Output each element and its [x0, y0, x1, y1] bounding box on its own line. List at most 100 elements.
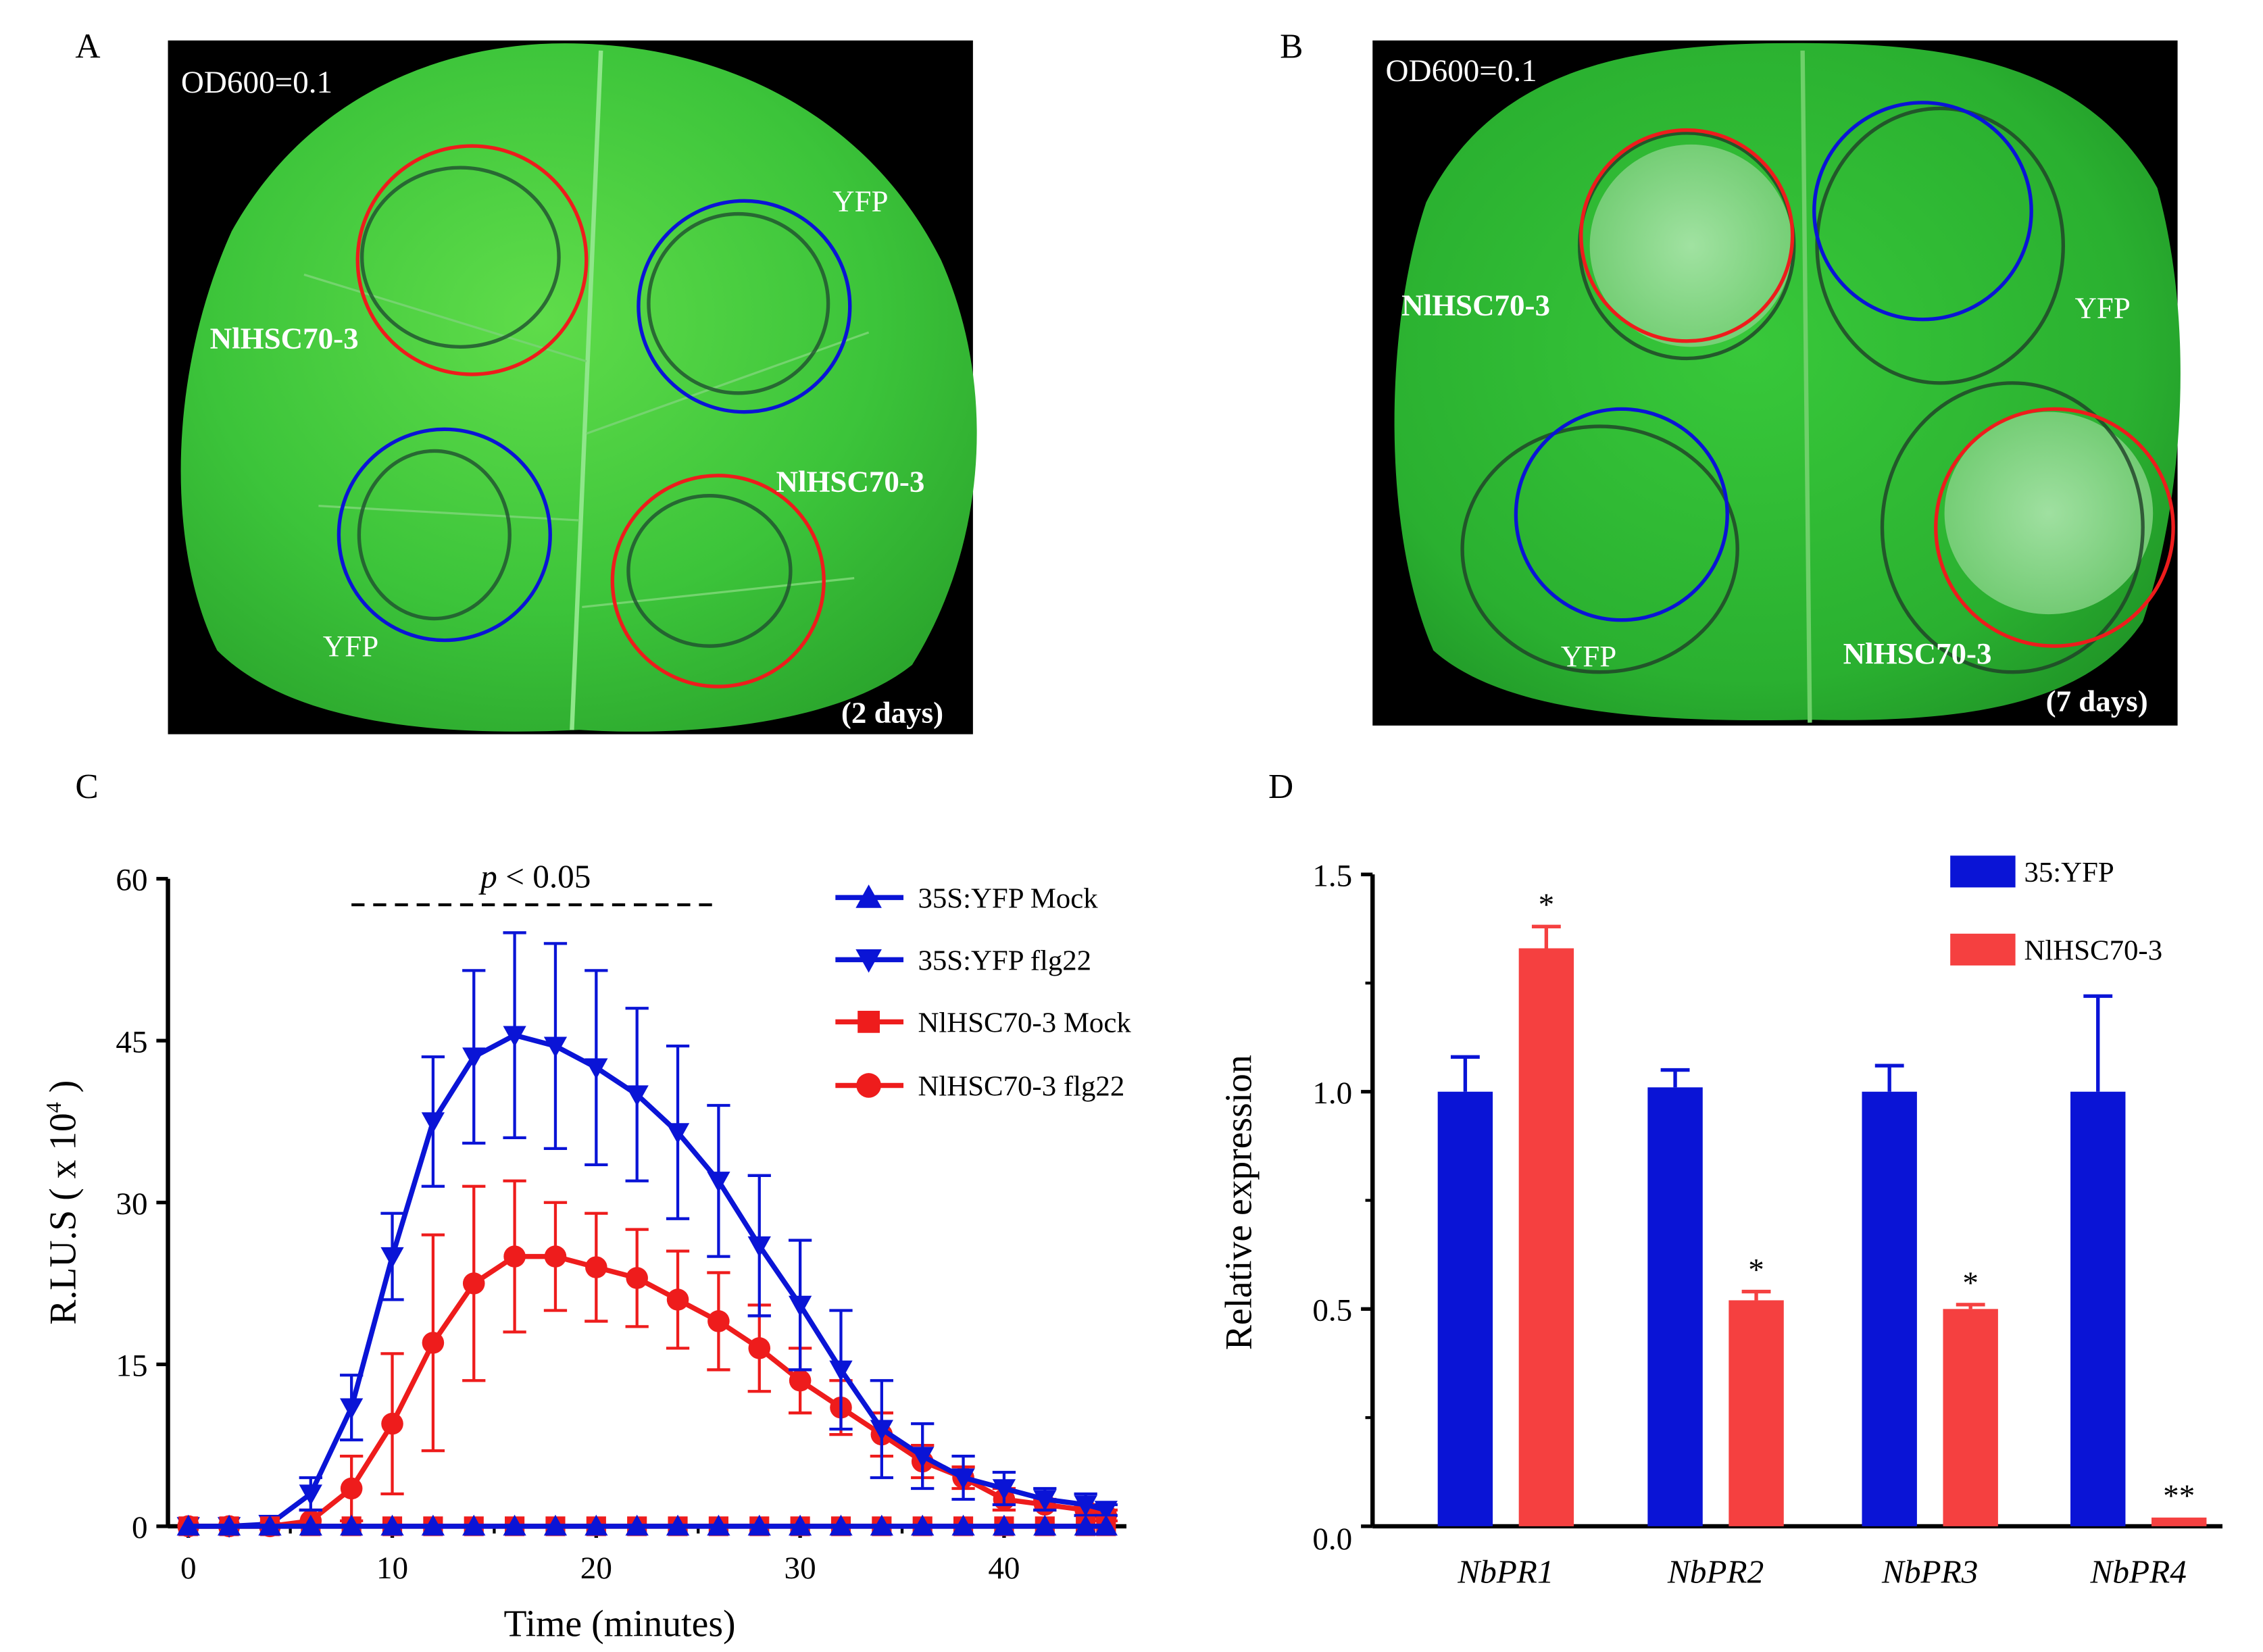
label-top-right: YFP: [832, 184, 889, 218]
label-top-left: NlHSC70-3: [210, 322, 359, 355]
y-tick-label: 15: [116, 1348, 147, 1383]
marker-triangle-up: [380, 1514, 404, 1536]
marker-circle: [626, 1267, 648, 1289]
circle-blue-bottom-left: [337, 427, 552, 643]
marker-triangle-up: [543, 1514, 568, 1536]
significance-mark: *: [1962, 1266, 1979, 1301]
marker-triangle-up: [855, 884, 882, 908]
marker-triangle-up: [707, 1514, 730, 1536]
label-bottom-right: NlHSC70-3: [1843, 636, 1992, 670]
marker-square: [857, 1010, 880, 1033]
marker-circle: [748, 1337, 771, 1359]
marker-triangle-down: [340, 1398, 364, 1420]
marker-circle: [544, 1245, 567, 1268]
y-tick-label: 30: [116, 1186, 147, 1222]
legend-swatch: [1950, 933, 2016, 966]
ink-mark: [1815, 106, 2065, 385]
bar-NbPR1-0: [1437, 1091, 1493, 1526]
od-label: OD600=0.1: [181, 65, 332, 100]
x-tick-label: 40: [988, 1551, 1020, 1586]
label-bottom-left: YFP: [323, 629, 379, 663]
marker-triangle-up: [1033, 1514, 1057, 1536]
marker-triangle-down: [992, 1479, 1016, 1501]
chart-d-legend: 35:YFP NlHSC70-3: [1950, 855, 2162, 966]
marker-triangle-up: [176, 1514, 200, 1536]
marker-triangle-up: [340, 1514, 364, 1536]
marker-triangle-down: [585, 1058, 608, 1080]
legend-label: 35S:YFP flg22: [918, 945, 1091, 976]
legend-label: 35S:YFP Mock: [918, 882, 1098, 914]
marker-triangle-down: [1094, 1501, 1118, 1522]
days-label: (2 days): [841, 696, 943, 730]
x-tick-label: 10: [376, 1551, 408, 1586]
marker-triangle-up: [299, 1514, 322, 1536]
ink-mark: [626, 494, 793, 648]
category-label: NbPR3: [1881, 1553, 1978, 1590]
x-tick-label: 0: [180, 1551, 197, 1586]
marker-triangle-up: [829, 1514, 853, 1536]
infiltration-marks: [1460, 106, 2145, 674]
marker-triangle-down: [1074, 1495, 1097, 1517]
marker-triangle-up: [462, 1514, 486, 1536]
panel-b-photo: OD600=0.1 NlHSC70-3 YFP YFP NlHSC70-3 (7…: [1372, 40, 2181, 726]
panel-d-bar-chart: Relative expression 35:YFP NlHSC70-3 0.0 0…: [1218, 855, 2223, 1590]
chart-c-legend: 35S:YFP Mock 35S:YFP flg22 NlHSC70-3 Mock N…: [835, 882, 1131, 1102]
category-label: NbPR4: [2090, 1553, 2187, 1590]
leaf-midrib: [1800, 50, 1812, 723]
od-label: OD600=0.1: [1386, 53, 1537, 89]
panel-label-b: B: [1280, 28, 1303, 66]
ink-mark: [647, 211, 830, 395]
marker-circle: [707, 1310, 730, 1332]
marker-circle: [856, 1073, 881, 1098]
label-top-right: YFP: [2074, 291, 2131, 325]
marker-triangle-down: [747, 1236, 771, 1257]
marker-circle: [340, 1477, 363, 1500]
marker-triangle-down: [855, 949, 882, 973]
leaf-shape: [180, 43, 977, 732]
circle-blue-bottom-left: [1514, 407, 1729, 622]
marker-circle: [381, 1412, 403, 1435]
y-tick-label: 0.0: [1312, 1522, 1352, 1557]
circle-red-bottom-right: [610, 474, 826, 689]
marker-triangle-down: [625, 1085, 649, 1107]
x-tick-label: 30: [785, 1551, 816, 1586]
legend-label: NlHSC70-3 flg22: [918, 1070, 1124, 1102]
series-0: [176, 1514, 1118, 1536]
panel-c-line-chart: R.LU.S ( x 104 ) Time (minutes) p < 0.05…: [41, 857, 1131, 1645]
marker-circle: [666, 1288, 689, 1311]
series-line: [188, 1032, 1107, 1529]
marker-circle: [503, 1245, 526, 1268]
bar-NbPR4-1: [2152, 1518, 2207, 1526]
marker-triangle-down: [951, 1468, 975, 1490]
chart-c-xlabel: Time (minutes): [504, 1603, 736, 1645]
legend-label: NlHSC70-3: [2024, 934, 2162, 966]
y-tick-label: 1.0: [1312, 1076, 1352, 1111]
circle-red-top-left: [355, 144, 589, 376]
p-value-annotation: p < 0.05: [478, 857, 591, 895]
necrotic-area: [1589, 144, 1793, 347]
circle-blue-top-right: [1812, 101, 2033, 322]
marker-triangle-down: [503, 1026, 526, 1047]
significance-mark: **: [2163, 1478, 2195, 1513]
circle-red-top-left: [1579, 128, 1795, 343]
ink-mark: [357, 449, 512, 621]
marker-triangle-up: [788, 1514, 812, 1536]
marker-triangle-up: [585, 1514, 608, 1536]
significance-mark: *: [1748, 1253, 1764, 1288]
marker-circle: [789, 1370, 812, 1392]
panel-label-a: A: [75, 28, 100, 66]
marker-triangle-down: [421, 1112, 445, 1134]
label-top-left: NlHSC70-3: [1401, 288, 1550, 322]
marker-triangle-up: [258, 1514, 282, 1536]
circle-blue-top-right: [637, 199, 852, 414]
infiltration-marks: [357, 166, 830, 648]
y-tick-label: 45: [116, 1024, 147, 1059]
marker-triangle-down: [829, 1360, 853, 1382]
y-tick-label: 1.5: [1312, 858, 1352, 893]
marker-triangle-up: [951, 1514, 975, 1536]
x-tick-label: 20: [580, 1551, 612, 1586]
category-label: NbPR1: [1457, 1553, 1553, 1590]
y-tick-label: 0.5: [1312, 1293, 1352, 1328]
days-label: (7 days): [2046, 684, 2148, 718]
